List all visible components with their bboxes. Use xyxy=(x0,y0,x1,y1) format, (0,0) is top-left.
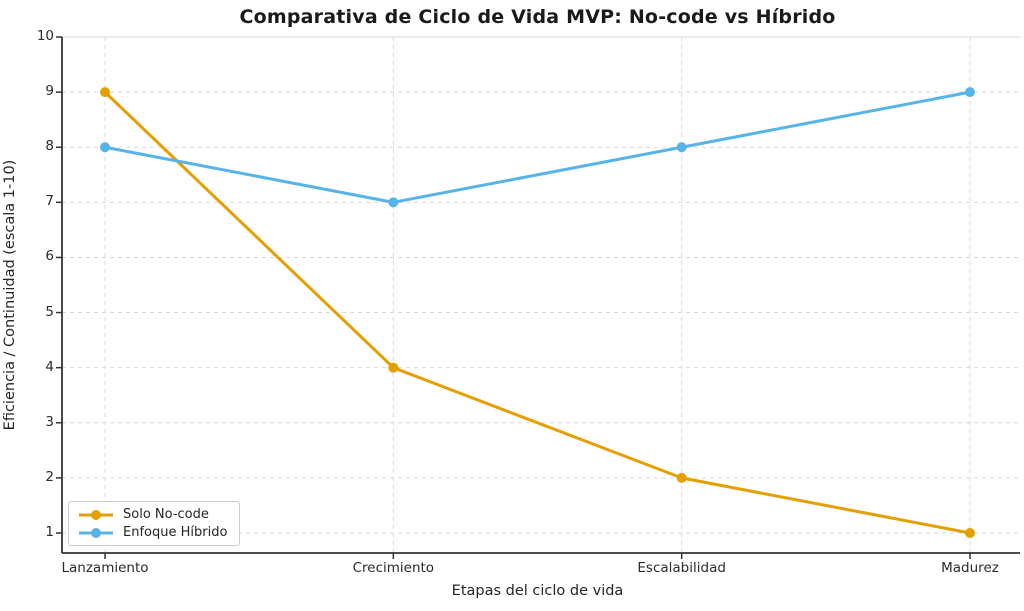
chart-title: Comparativa de Ciclo de Vida MVP: No-cod… xyxy=(239,6,836,28)
data-point-marker xyxy=(388,197,399,208)
data-point-marker xyxy=(965,528,975,538)
series-line xyxy=(103,90,972,204)
y-tick-label: 5 xyxy=(45,303,54,320)
x-tick-label: Madurez xyxy=(941,560,999,576)
y-tick-label: 1 xyxy=(45,524,54,540)
data-point-marker xyxy=(676,142,687,153)
data-point-marker xyxy=(100,87,110,98)
legend-line-sample xyxy=(79,509,113,520)
legend-line-sample xyxy=(79,527,113,538)
legend: Solo No-code Enfoque Híbrido xyxy=(68,501,241,546)
x-tick-label: Crecimiento xyxy=(352,560,435,576)
x-tick-label: Escalabilidad xyxy=(637,560,726,576)
legend-item: Solo No-code xyxy=(78,507,227,522)
y-tick-label: 3 xyxy=(45,413,54,430)
series-line xyxy=(103,90,972,535)
y-tick-label: 9 xyxy=(45,83,54,100)
y-tick-label: 10 xyxy=(36,28,54,44)
legend-label: Solo No-code xyxy=(123,507,209,522)
legend-label: Enfoque Híbrido xyxy=(123,525,228,540)
data-point-marker xyxy=(965,87,975,98)
y-tick-label: 8 xyxy=(45,138,54,155)
y-tick-label: 6 xyxy=(45,248,54,265)
data-point-marker xyxy=(100,142,110,153)
y-axis-label: Eficiencia / Continuidad (escala 1-10) xyxy=(2,159,18,431)
data-point-marker xyxy=(676,472,687,483)
y-tick-label: 7 xyxy=(45,193,54,210)
y-tick-label: 4 xyxy=(45,358,54,375)
x-axis-label: Etapas del ciclo de vida xyxy=(451,583,624,599)
data-point-marker xyxy=(388,362,399,373)
y-tick-label: 2 xyxy=(45,468,54,485)
legend-item: Enfoque Híbrido xyxy=(78,525,227,540)
x-tick-label: Lanzamiento xyxy=(61,560,149,576)
